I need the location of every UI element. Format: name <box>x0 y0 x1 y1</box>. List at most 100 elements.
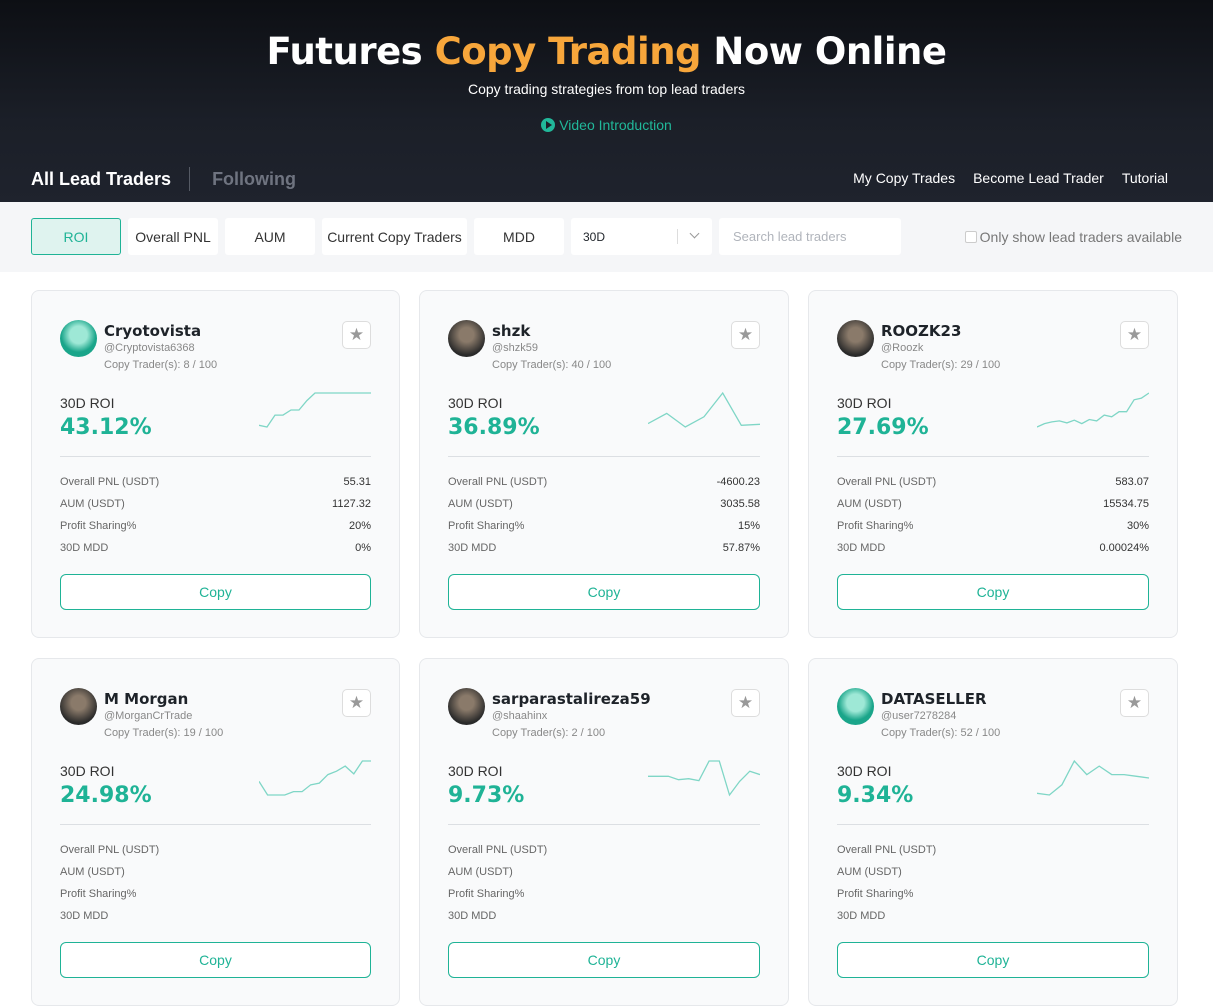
tab-following[interactable]: Following <box>212 168 297 189</box>
tab-all-lead-traders[interactable]: All Lead Traders <box>31 168 172 189</box>
trader-handle: @MorganCrTrade <box>104 710 193 722</box>
trader-name[interactable]: Cryotovista <box>104 322 202 340</box>
sparkline-path <box>259 760 371 796</box>
roi-value: 24.98% <box>60 783 152 808</box>
trader-name[interactable]: M Morgan <box>104 690 189 708</box>
copy-button[interactable]: Copy <box>837 942 1149 978</box>
play-icon <box>541 118 556 132</box>
become-lead-trader-link[interactable]: Become Lead Trader <box>973 170 1104 186</box>
avatar[interactable] <box>448 320 485 357</box>
stat-mdd: 30D MDD <box>448 910 497 922</box>
stat-overall-pnl: Overall PNL (USDT) -4600.23 <box>448 476 760 488</box>
trader-handle: @Cryptovista6368 <box>104 342 195 354</box>
sort-mdd-button[interactable]: MDD <box>474 218 564 255</box>
divider <box>837 824 1149 825</box>
roi-sparkline <box>648 391 760 428</box>
copy-trader-count: Copy Trader(s): 2 / 100 <box>492 727 606 739</box>
roi-sparkline <box>1037 392 1149 428</box>
stat-profit-sharing: Profit Sharing% 15% <box>448 520 760 532</box>
copy-button[interactable]: Copy <box>448 574 760 610</box>
stat-mdd: 30D MDD <box>837 910 886 922</box>
copy-trader-count: Copy Trader(s): 40 / 100 <box>492 359 612 371</box>
divider <box>60 456 371 457</box>
sort-aum-button[interactable]: AUM <box>225 218 315 255</box>
favorite-star-icon[interactable]: ★ <box>1120 321 1149 349</box>
sparkline-path <box>1037 392 1149 428</box>
stat-aum: AUM (USDT) <box>60 866 125 878</box>
sort-roi-button[interactable]: ROI <box>31 218 121 255</box>
page-title: Futures Copy Trading Now Online <box>266 30 947 73</box>
roi-sparkline <box>1037 759 1149 796</box>
stat-mdd: 30D MDD <box>60 910 109 922</box>
trader-card: DATASELLER @user7278284 Copy Trader(s): … <box>808 658 1178 1006</box>
available-only-checkbox[interactable]: Only show lead traders available <box>964 229 1182 245</box>
stat-mdd: 30D MDD 57.87% <box>448 542 760 554</box>
copy-trader-count: Copy Trader(s): 29 / 100 <box>881 359 1001 371</box>
stat-profit-sharing: Profit Sharing% 30% <box>837 520 1149 532</box>
tab-divider <box>189 167 191 191</box>
video-introduction-link[interactable]: Video Introduction <box>0 117 1213 133</box>
sort-copy-traders-button[interactable]: Current Copy Traders <box>322 218 467 255</box>
sparkline-path <box>1037 759 1149 796</box>
avatar[interactable] <box>60 320 97 357</box>
copy-button[interactable]: Copy <box>837 574 1149 610</box>
roi-sparkline <box>259 760 371 796</box>
avatar[interactable] <box>60 688 97 725</box>
trader-card: Cryotovista @Cryptovista6368 Copy Trader… <box>31 290 400 638</box>
sparkline-path <box>648 391 760 428</box>
stat-overall-pnl: Overall PNL (USDT) <box>60 844 160 856</box>
copy-button[interactable]: Copy <box>448 942 760 978</box>
trader-card: sarparastalireza59 @shaahinx Copy Trader… <box>419 658 789 1006</box>
avatar[interactable] <box>837 320 874 357</box>
stat-profit-sharing: Profit Sharing% <box>837 888 914 900</box>
roi-value: 9.73% <box>448 783 525 808</box>
favorite-star-icon[interactable]: ★ <box>342 321 371 349</box>
trader-card: M Morgan @MorganCrTrade Copy Trader(s): … <box>31 658 400 1006</box>
stat-aum: AUM (USDT) 15534.75 <box>837 498 1149 510</box>
sparkline-path <box>648 760 760 797</box>
favorite-star-icon[interactable]: ★ <box>731 321 760 349</box>
stat-overall-pnl: Overall PNL (USDT) <box>837 844 937 856</box>
trader-card: shzk @shzk59 Copy Trader(s): 40 / 100 ★ … <box>419 290 789 638</box>
trader-name[interactable]: ROOZK23 <box>881 322 962 340</box>
copy-trader-count: Copy Trader(s): 19 / 100 <box>104 727 224 739</box>
trader-name[interactable]: sarparastalireza59 <box>492 690 651 708</box>
copy-trader-count: Copy Trader(s): 8 / 100 <box>104 359 218 371</box>
my-copy-trades-link[interactable]: My Copy Trades <box>853 170 956 186</box>
copy-button[interactable]: Copy <box>60 574 371 610</box>
period-value: 30D <box>583 229 606 244</box>
filter-bar: ROI Overall PNL AUM Current Copy Traders… <box>0 202 1213 272</box>
divider <box>448 824 760 825</box>
avatar[interactable] <box>837 688 874 725</box>
roi-sparkline <box>648 760 760 797</box>
stat-overall-pnl: Overall PNL (USDT) <box>448 844 548 856</box>
favorite-star-icon[interactable]: ★ <box>1120 689 1149 717</box>
roi-value: 9.34% <box>837 783 914 808</box>
trader-handle: @shzk59 <box>492 342 539 354</box>
avatar[interactable] <box>448 688 485 725</box>
favorite-star-icon[interactable]: ★ <box>731 689 760 717</box>
roi-sparkline <box>259 392 371 428</box>
tutorial-link[interactable]: Tutorial <box>1121 170 1168 186</box>
sort-overall-pnl-button[interactable]: Overall PNL <box>128 218 218 255</box>
stat-aum: AUM (USDT) <box>448 866 513 878</box>
stat-mdd: 30D MDD 0% <box>60 542 371 554</box>
stat-aum: AUM (USDT) 3035.58 <box>448 498 760 510</box>
chevron-down-icon <box>689 228 700 239</box>
trader-handle: @shaahinx <box>492 710 548 722</box>
stat-profit-sharing: Profit Sharing% <box>448 888 525 900</box>
checkbox-icon <box>964 231 977 243</box>
sparkline-path <box>259 392 371 428</box>
stat-overall-pnl: Overall PNL (USDT) 55.31 <box>60 476 371 488</box>
copy-button[interactable]: Copy <box>60 942 371 978</box>
stat-profit-sharing: Profit Sharing% 20% <box>60 520 371 532</box>
roi-label: 30D ROI <box>60 395 115 411</box>
favorite-star-icon[interactable]: ★ <box>342 689 371 717</box>
trader-name[interactable]: shzk <box>492 322 531 340</box>
roi-label: 30D ROI <box>448 763 503 779</box>
period-select[interactable]: 30D <box>571 218 712 255</box>
trader-name[interactable]: DATASELLER <box>881 690 987 708</box>
search-input[interactable] <box>719 218 901 255</box>
roi-value: 36.89% <box>448 415 540 440</box>
stat-aum: AUM (USDT) 1127.32 <box>60 498 371 510</box>
